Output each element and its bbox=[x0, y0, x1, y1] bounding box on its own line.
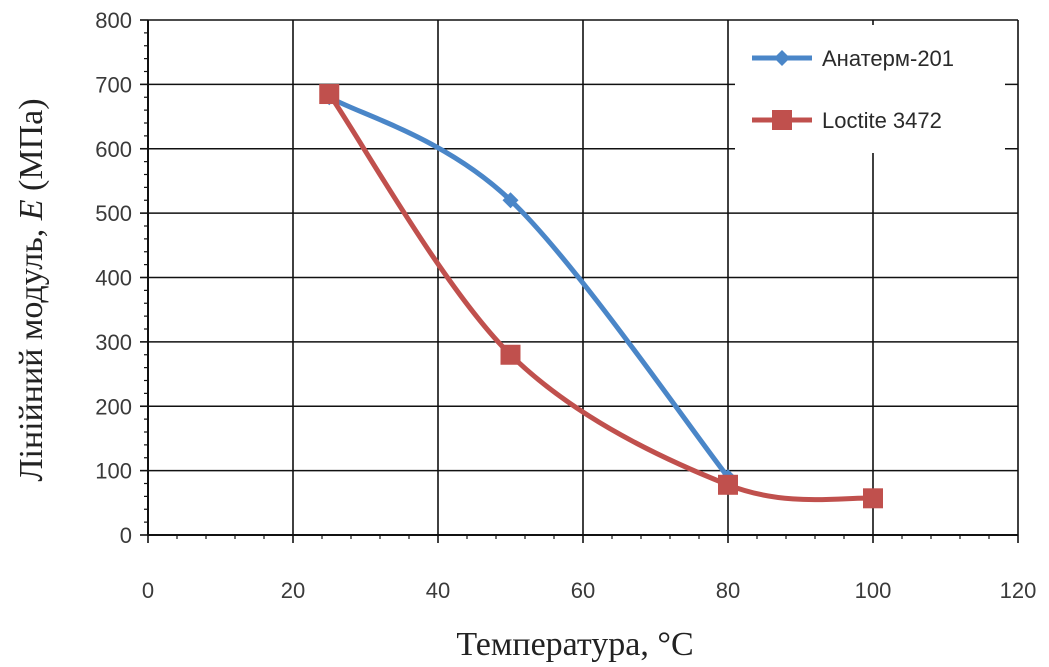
series-line bbox=[328, 95, 730, 479]
x-tick-label: 60 bbox=[571, 578, 595, 603]
legend-swatch-marker bbox=[774, 50, 790, 66]
x-tick-label: 120 bbox=[1000, 578, 1037, 603]
series-layer bbox=[319, 84, 883, 509]
legend-box bbox=[735, 25, 1005, 153]
y-axis-title-symbol: E bbox=[13, 199, 50, 221]
legend-item: Loctite 3472 bbox=[752, 108, 942, 133]
y-tick-label: 300 bbox=[95, 330, 132, 355]
x-tick-labels: 0 20 40 60 80 100 120 bbox=[142, 578, 1036, 603]
data-point bbox=[863, 488, 883, 509]
y-tick-label: 100 bbox=[95, 459, 132, 484]
x-tick-label: 100 bbox=[855, 578, 892, 603]
axes bbox=[140, 19, 1019, 543]
y-axis-title-suffix: (МПа) bbox=[13, 98, 50, 199]
y-axis-title-prefix: Лінійний модуль, bbox=[13, 220, 50, 481]
y-tick-label: 700 bbox=[95, 72, 132, 97]
data-point bbox=[500, 344, 521, 365]
x-tick-label: 40 bbox=[426, 578, 450, 603]
y-tick-label: 0 bbox=[120, 523, 132, 548]
data-point bbox=[319, 84, 340, 105]
y-tick-label: 600 bbox=[95, 137, 132, 162]
y-tick-labels: 0 100 200 300 400 500 600 700 800 bbox=[95, 8, 132, 548]
x-axis-title: Температура, °C bbox=[456, 626, 693, 663]
legend-label: Loctite 3472 bbox=[822, 108, 942, 133]
legend: Анатерм-201 Loctite 3472 bbox=[735, 25, 1005, 153]
y-axis-title: Лінійний модуль, E (МПа) bbox=[13, 98, 50, 481]
legend-item: Анатерм-201 bbox=[752, 46, 954, 71]
legend-swatch-marker bbox=[772, 110, 792, 130]
x-tick-label: 20 bbox=[281, 578, 305, 603]
y-tick-label: 400 bbox=[95, 266, 132, 291]
data-point bbox=[718, 474, 738, 495]
x-tick-label: 80 bbox=[716, 578, 740, 603]
x-tick-label: 0 bbox=[142, 578, 154, 603]
grid bbox=[148, 19, 1019, 535]
y-tick-label: 800 bbox=[95, 8, 132, 33]
series-line bbox=[327, 92, 874, 503]
y-tick-label: 500 bbox=[95, 201, 132, 226]
data-point bbox=[502, 192, 519, 209]
y-tick-label: 200 bbox=[95, 394, 132, 419]
legend-label: Анатерм-201 bbox=[822, 46, 954, 71]
series-2 bbox=[319, 84, 883, 509]
